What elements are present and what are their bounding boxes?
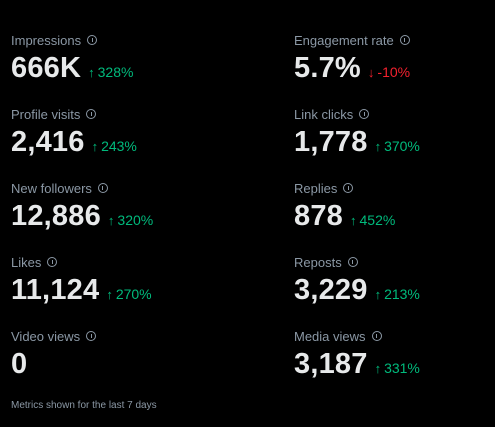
info-circle-icon[interactable] xyxy=(347,257,358,267)
info-circle-icon[interactable] xyxy=(47,257,58,267)
metric-label: Likes xyxy=(11,254,42,270)
metric-change-value: 320% xyxy=(117,212,154,228)
metric-change-value: 452% xyxy=(359,212,396,228)
metric-value: 11,124 xyxy=(11,274,100,306)
arrow-up-icon: ↑ xyxy=(374,361,382,376)
metric-label: Replies xyxy=(294,180,338,196)
metric-value: 2,416 xyxy=(11,126,85,158)
metric-change-value: 331% xyxy=(384,360,420,376)
metrics-grid: Impressions 666K ↑ 328% Engagement rate … xyxy=(11,30,491,400)
info-circle-icon[interactable] xyxy=(87,35,98,45)
info-circle-icon[interactable] xyxy=(371,331,382,341)
metric-change: ↑ 270% xyxy=(106,276,151,313)
metric-value: 666K xyxy=(11,52,82,84)
metric-change: ↑ 243% xyxy=(92,128,137,165)
metric-link-clicks: Link clicks 1,778 ↑ 370% xyxy=(294,104,484,178)
info-circle-icon[interactable] xyxy=(97,183,108,193)
metric-new-followers: New followers 12,886 ↑ 320% xyxy=(11,178,294,252)
metric-value: 3,229 xyxy=(294,274,368,306)
metric-value: 1,778 xyxy=(294,126,368,158)
metric-change: ↑ 328% xyxy=(88,54,133,91)
metric-change: ↑ 213% xyxy=(375,276,420,313)
metric-change: ↓ -10% xyxy=(368,54,410,91)
metric-label: Impressions xyxy=(11,32,82,48)
metric-label: New followers xyxy=(11,180,92,196)
metric-video-views: Video views 0 xyxy=(11,326,294,400)
metric-reposts: Reposts 3,229 ↑ 213% xyxy=(294,252,484,326)
metric-value: 0 xyxy=(11,348,28,380)
metric-label: Engagement rate xyxy=(294,32,394,48)
arrow-up-icon: ↑ xyxy=(107,213,115,228)
metric-change: ↑ 320% xyxy=(108,202,153,239)
arrow-up-icon: ↑ xyxy=(374,287,382,302)
metric-change: ↑ 452% xyxy=(350,202,395,239)
metric-engagement-rate: Engagement rate 5.7% ↓ -10% xyxy=(294,30,484,104)
metric-change: ↑ 370% xyxy=(375,128,420,165)
metric-change-value: -10% xyxy=(377,64,411,80)
metric-label: Profile visits xyxy=(11,106,81,122)
metric-change-value: 270% xyxy=(115,286,152,302)
info-circle-icon[interactable] xyxy=(86,109,97,119)
metric-label: Media views xyxy=(294,328,366,344)
metric-label: Link clicks xyxy=(294,106,354,122)
arrow-up-icon: ↑ xyxy=(88,65,95,80)
metric-replies: Replies 878 ↑ 452% xyxy=(294,178,484,252)
metric-value: 12,886 xyxy=(11,200,101,232)
metric-label: Video views xyxy=(11,328,81,344)
metric-value: 3,187 xyxy=(294,348,368,380)
info-circle-icon[interactable] xyxy=(343,183,354,193)
metric-change-value: 370% xyxy=(384,138,420,154)
metric-value: 5.7% xyxy=(294,52,361,84)
metric-media-views: Media views 3,187 ↑ 331% xyxy=(294,326,484,400)
arrow-up-icon: ↑ xyxy=(91,139,99,154)
arrow-up-icon: ↑ xyxy=(374,139,382,154)
info-circle-icon[interactable] xyxy=(359,109,370,119)
info-circle-icon[interactable] xyxy=(86,331,97,341)
metric-change: ↑ 331% xyxy=(375,350,420,387)
arrow-up-icon: ↑ xyxy=(106,287,113,302)
metric-likes: Likes 11,124 ↑ 270% xyxy=(11,252,294,326)
metric-value: 878 xyxy=(294,200,343,232)
metric-profile-visits: Profile visits 2,416 ↑ 243% xyxy=(11,104,294,178)
metrics-footer-note: Metrics shown for the last 7 days xyxy=(11,400,157,411)
info-circle-icon[interactable] xyxy=(399,35,410,45)
metric-label: Reposts xyxy=(294,254,342,270)
arrow-up-icon: ↑ xyxy=(350,213,357,228)
metric-impressions: Impressions 666K ↑ 328% xyxy=(11,30,294,104)
metric-change-value: 213% xyxy=(384,286,420,302)
arrow-down-icon: ↓ xyxy=(367,65,375,80)
metric-change-value: 328% xyxy=(97,64,134,80)
metric-change-value: 243% xyxy=(101,138,137,154)
